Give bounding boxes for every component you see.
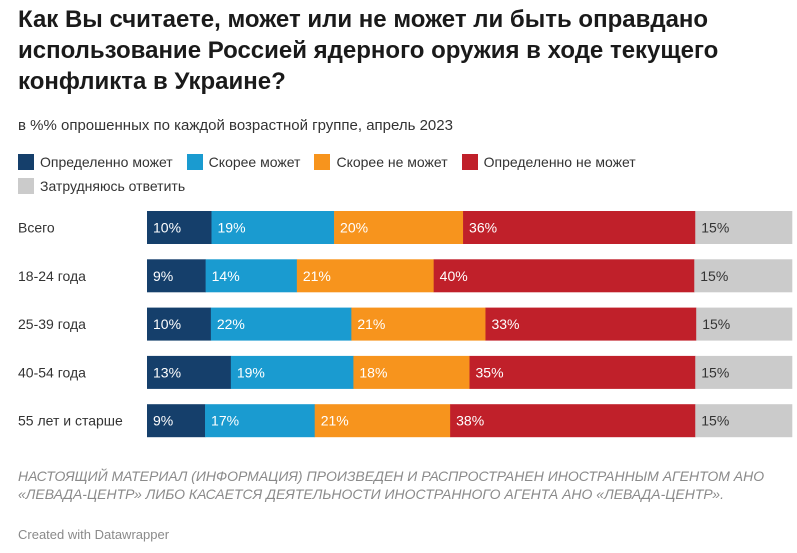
chart-title: Как Вы считаете, может или не может ли б… xyxy=(18,6,719,95)
legend-item: Затрудняюсь ответить xyxy=(18,174,185,198)
legend-item: Определенно может xyxy=(18,150,173,174)
bar-segment xyxy=(334,211,464,244)
legend-swatch xyxy=(18,154,34,170)
legend-item: Скорее не может xyxy=(314,150,448,174)
legend-label: Затрудняюсь ответить xyxy=(40,178,186,194)
bar-value-label: 9% xyxy=(153,413,173,429)
bar-value-label: 13% xyxy=(153,364,181,380)
bar-value-label: 15% xyxy=(701,220,729,236)
bar-value-label: 21% xyxy=(303,268,331,284)
bar-value-label: 35% xyxy=(476,364,504,380)
bar-value-label: 33% xyxy=(491,316,519,332)
bar-segment xyxy=(147,355,232,389)
bar-value-label: 36% xyxy=(469,220,497,236)
bar-value-label: 21% xyxy=(321,413,349,429)
chart-legend: Определенно может Скорее может Скорее не м… xyxy=(18,150,718,198)
bar-value-label: 38% xyxy=(456,413,484,429)
bar-value-label: 22% xyxy=(217,316,245,332)
foreign-agent-disclaimer: НАСТОЯЩИЙ МАТЕРИАЛ (ИНФОРМАЦИЯ) ПРОИЗВЕД… xyxy=(18,468,765,502)
legend-label: Скорее может xyxy=(208,154,301,170)
bar-segment xyxy=(147,307,212,341)
bar-value-label: 14% xyxy=(212,268,240,284)
bar-segment xyxy=(485,307,697,341)
legend-swatch xyxy=(18,178,34,194)
legend-item: Определенно не может xyxy=(461,150,636,174)
bar-segment xyxy=(147,259,206,293)
bar-segment xyxy=(695,404,793,438)
bar-segment xyxy=(463,211,696,244)
bar-segment xyxy=(469,355,696,389)
bar-segment xyxy=(433,259,695,293)
bar-segment xyxy=(353,355,470,389)
bar-segment xyxy=(147,211,212,244)
bar-segment xyxy=(695,211,793,244)
bar-segment xyxy=(450,404,696,438)
row-label: 55 лет и старше xyxy=(18,413,123,429)
bar-value-label: 17% xyxy=(211,413,239,429)
row-label: Всего xyxy=(18,220,55,236)
legend-swatch xyxy=(461,154,478,170)
bar-value-label: 15% xyxy=(700,268,728,284)
bar-value-label: 19% xyxy=(218,220,246,236)
row-label: 25-39 года xyxy=(18,316,86,332)
bar-segment xyxy=(147,404,206,438)
legend-swatch xyxy=(314,154,331,170)
bar-segment xyxy=(351,307,486,341)
bar-segment xyxy=(296,259,434,293)
legend-swatch xyxy=(186,154,203,170)
bar-segment xyxy=(314,404,451,438)
bar-value-label: 20% xyxy=(340,220,368,236)
datawrapper-credit: Created with Datawrapper xyxy=(18,527,170,542)
legend-label: Определенно не может xyxy=(483,154,636,170)
row-label: 18-24 года xyxy=(18,268,86,284)
legend-item: Скорее может xyxy=(186,150,301,174)
bar-value-label: 21% xyxy=(357,316,385,332)
legend-label: Определенно может xyxy=(40,154,173,170)
bar-value-label: 15% xyxy=(701,364,729,380)
bar-segment xyxy=(205,259,298,293)
bar-value-label: 15% xyxy=(701,413,729,429)
bar-value-label: 18% xyxy=(359,364,387,380)
bar-value-label: 40% xyxy=(440,268,468,284)
bar-value-label: 10% xyxy=(153,316,181,332)
bar-value-label: 10% xyxy=(153,220,181,236)
bar-segment xyxy=(211,211,335,244)
bar-segment xyxy=(230,355,354,389)
bar-segment xyxy=(205,404,315,438)
legend-label: Скорее не может xyxy=(336,154,448,170)
bar-segment xyxy=(694,259,793,293)
bar-value-label: 9% xyxy=(153,268,173,284)
bar-segment xyxy=(695,355,793,389)
bar-segment xyxy=(210,307,352,341)
chart-subtitle: в %% опрошенных по каждой возрастной гру… xyxy=(18,117,453,134)
bar-segment xyxy=(696,307,793,341)
row-label: 40-54 года xyxy=(18,364,86,380)
bar-value-label: 15% xyxy=(702,316,730,332)
bar-value-label: 19% xyxy=(237,364,265,380)
stacked-bar-chart: Всего 10% 19% 20% 36% 15% 18-24 года 9% 14% 21% 40… xyxy=(18,211,793,438)
